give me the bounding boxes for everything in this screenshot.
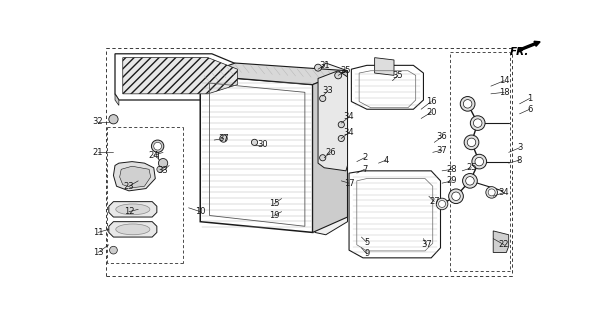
Text: 9: 9: [364, 250, 370, 259]
Polygon shape: [493, 231, 509, 252]
Circle shape: [251, 139, 257, 145]
FancyArrow shape: [519, 41, 540, 51]
Text: 30: 30: [257, 140, 268, 149]
Polygon shape: [109, 202, 157, 217]
Polygon shape: [349, 171, 440, 258]
Circle shape: [462, 173, 477, 188]
Polygon shape: [115, 54, 245, 100]
Text: 11: 11: [93, 228, 103, 237]
Text: 33: 33: [323, 86, 334, 95]
Text: 6: 6: [527, 105, 533, 114]
Text: 17: 17: [344, 179, 354, 188]
Circle shape: [452, 192, 461, 201]
Text: 33: 33: [157, 166, 168, 175]
Text: 1: 1: [527, 94, 533, 103]
Text: 34: 34: [344, 112, 354, 121]
Text: FR.: FR.: [510, 47, 529, 57]
Text: 21: 21: [93, 148, 103, 157]
Polygon shape: [200, 75, 312, 232]
Text: 18: 18: [499, 88, 509, 97]
Circle shape: [439, 201, 445, 207]
Ellipse shape: [116, 224, 150, 235]
Text: 8: 8: [517, 156, 522, 164]
Text: 7: 7: [362, 165, 367, 174]
Text: 16: 16: [426, 97, 437, 106]
Text: 20: 20: [426, 108, 436, 117]
Circle shape: [467, 138, 476, 147]
Circle shape: [464, 135, 479, 150]
Circle shape: [315, 64, 321, 71]
Ellipse shape: [116, 204, 150, 215]
Text: 26: 26: [325, 148, 336, 157]
Text: 29: 29: [447, 176, 458, 185]
Circle shape: [486, 187, 498, 198]
Text: 37: 37: [437, 146, 447, 155]
Circle shape: [159, 158, 168, 168]
Polygon shape: [315, 63, 348, 235]
Text: 10: 10: [195, 207, 206, 216]
Text: 35: 35: [393, 71, 403, 80]
Circle shape: [436, 198, 448, 210]
Circle shape: [151, 140, 164, 152]
Polygon shape: [351, 65, 423, 109]
Text: 2: 2: [362, 153, 367, 162]
Circle shape: [320, 95, 326, 101]
Text: 22: 22: [499, 240, 509, 249]
Circle shape: [338, 135, 345, 141]
Circle shape: [335, 72, 342, 79]
Text: 13: 13: [93, 248, 103, 257]
Circle shape: [488, 189, 495, 196]
Text: 27: 27: [429, 197, 440, 206]
Text: 14: 14: [499, 76, 509, 85]
Polygon shape: [318, 71, 348, 171]
Circle shape: [465, 177, 474, 185]
Text: 34: 34: [499, 188, 509, 197]
Text: 12: 12: [124, 207, 134, 216]
Polygon shape: [115, 94, 119, 105]
Circle shape: [338, 122, 345, 128]
Text: 34: 34: [344, 128, 354, 137]
Text: 15: 15: [268, 199, 279, 208]
Text: 32: 32: [93, 117, 103, 126]
Circle shape: [320, 155, 326, 161]
Circle shape: [157, 166, 163, 172]
Polygon shape: [123, 58, 237, 94]
Circle shape: [473, 119, 482, 127]
Polygon shape: [312, 71, 348, 232]
Text: 4: 4: [384, 156, 389, 164]
Text: 28: 28: [447, 165, 458, 174]
Circle shape: [448, 189, 464, 204]
Text: 31: 31: [319, 61, 329, 70]
Text: 23: 23: [124, 182, 134, 191]
Polygon shape: [113, 162, 156, 191]
Text: 25: 25: [341, 66, 351, 75]
Circle shape: [472, 154, 487, 169]
Text: 36: 36: [437, 132, 447, 141]
Text: 24: 24: [148, 151, 159, 160]
Text: 37: 37: [218, 134, 229, 143]
Circle shape: [470, 116, 485, 131]
Text: 3: 3: [517, 143, 522, 152]
Text: 5: 5: [364, 238, 370, 247]
Text: 37: 37: [421, 240, 432, 249]
Circle shape: [110, 246, 117, 254]
Text: 25: 25: [466, 163, 477, 172]
Circle shape: [154, 142, 162, 150]
Circle shape: [461, 97, 475, 111]
Circle shape: [475, 157, 484, 166]
Polygon shape: [120, 166, 151, 188]
Text: 19: 19: [268, 211, 279, 220]
Polygon shape: [375, 58, 394, 75]
Polygon shape: [109, 222, 157, 237]
Circle shape: [109, 115, 118, 124]
Circle shape: [220, 135, 227, 142]
Polygon shape: [200, 63, 348, 84]
Circle shape: [464, 100, 472, 108]
